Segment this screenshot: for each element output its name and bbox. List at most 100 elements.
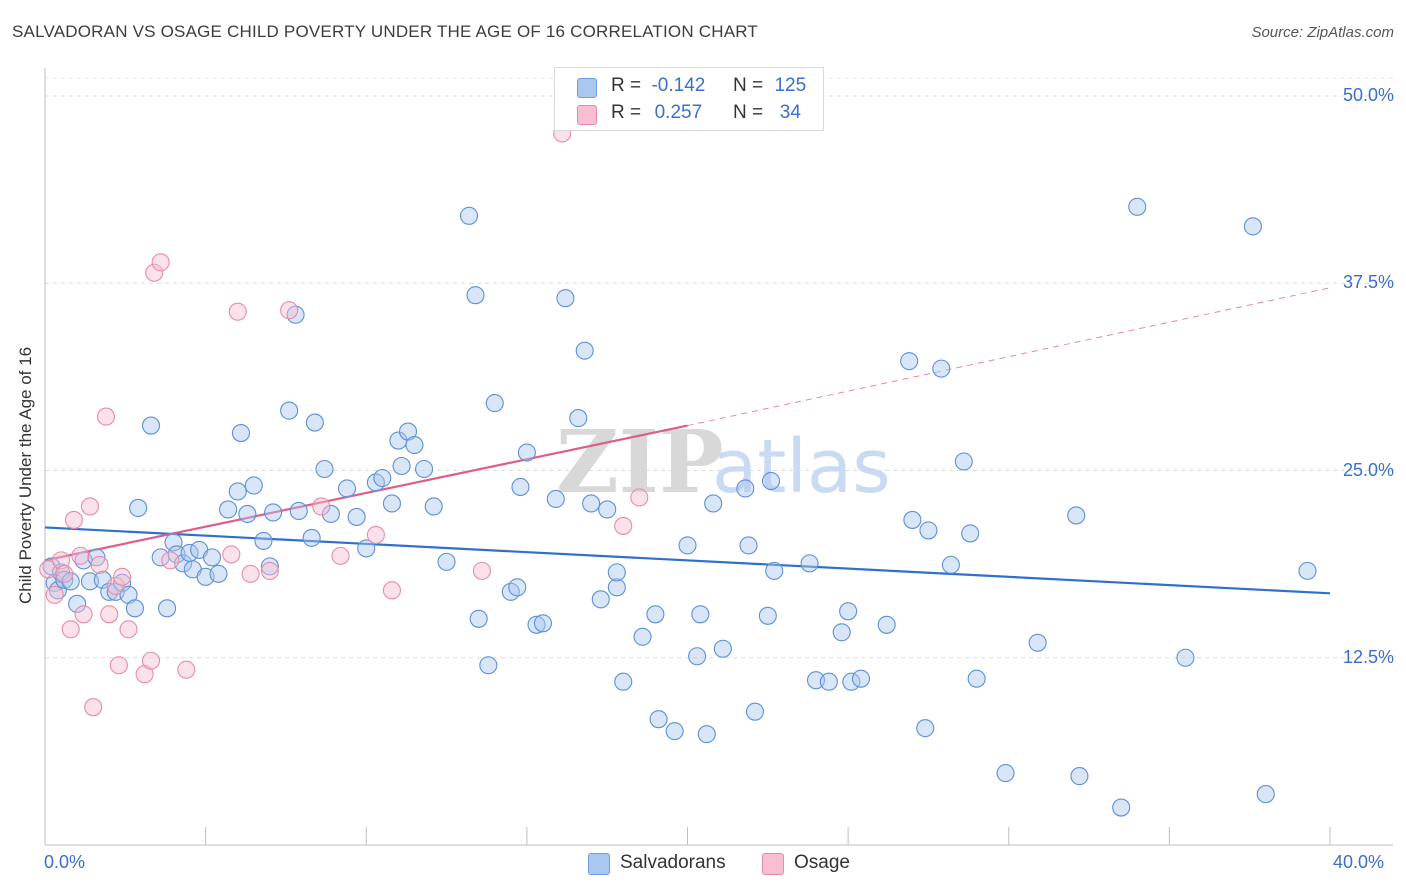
legend-swatch-osage (577, 105, 597, 125)
data-point-salvadorans (678, 536, 697, 555)
data-point-salvadorans (877, 615, 896, 634)
legend-n-label: N = (732, 102, 764, 123)
data-point-osage (145, 263, 164, 282)
data-point-osage (113, 567, 132, 586)
data-point-osage (71, 546, 90, 565)
watermark-atlas: atlas (712, 424, 891, 510)
legend-n-value: 125 (774, 75, 807, 96)
data-point-osage (222, 545, 241, 564)
data-point-salvadorans (244, 476, 263, 495)
data-point-salvadorans (55, 570, 74, 589)
data-point-salvadorans (357, 539, 376, 558)
data-point-salvadorans (967, 669, 986, 688)
data-point-salvadorans (337, 479, 357, 498)
data-point-salvadorans (415, 459, 434, 479)
data-point-osage (106, 576, 125, 595)
data-point-salvadorans (1067, 506, 1086, 525)
y-tick-label: 25.0% (1342, 459, 1394, 480)
data-point-osage (119, 620, 138, 639)
data-point-salvadorans (688, 647, 707, 666)
data-point-osage (382, 581, 402, 600)
data-point-salvadorans (1070, 767, 1089, 786)
y-tick-label: 50.0% (1342, 85, 1394, 105)
legend-text-osage: R = 0.257 N = 34 (611, 102, 812, 124)
data-point-osage (161, 551, 180, 570)
data-point-salvadorans (704, 494, 723, 513)
data-point-salvadorans (546, 489, 565, 509)
data-point-salvadorans (591, 590, 610, 609)
data-point-osage (52, 551, 71, 570)
data-point-salvadorans (1128, 197, 1147, 216)
data-point-salvadorans (819, 672, 838, 691)
data-point-salvadorans (231, 423, 251, 443)
data-point-salvadorans (607, 578, 626, 597)
data-point-salvadorans (315, 459, 334, 479)
data-point-salvadorans (1112, 798, 1131, 817)
data-point-salvadorans (302, 528, 321, 547)
data-point-salvadorans (485, 394, 504, 413)
data-point-salvadorans (219, 500, 238, 519)
data-point-osage (96, 407, 116, 426)
x-tick-label-min: 0.0% (44, 852, 86, 872)
data-point-salvadorans (61, 572, 80, 591)
data-point-osage (90, 555, 109, 574)
data-point-salvadorans (765, 561, 784, 580)
correlation-legend: R = -0.142 N = 125 R = 0.257 N = 34 (554, 67, 824, 131)
data-point-salvadorans (405, 435, 424, 455)
data-point-salvadorans (289, 501, 308, 520)
data-point-osage (614, 516, 633, 535)
data-point-salvadorans (665, 722, 684, 741)
data-point-salvadorans (517, 443, 536, 462)
data-point-osage (630, 488, 649, 507)
data-point-salvadorans (996, 764, 1015, 783)
data-point-salvadorans (800, 554, 819, 573)
y-tick-label: 37.5% (1342, 272, 1394, 293)
legend-swatch-salvadorans (577, 78, 597, 98)
data-point-salvadorans (569, 409, 588, 428)
data-point-salvadorans (745, 702, 765, 721)
data-point-salvadorans (164, 533, 183, 552)
data-point-osage (366, 525, 385, 544)
trend-line-osage-extension (687, 287, 1331, 427)
data-point-salvadorans (1256, 785, 1275, 804)
data-point-salvadorans (203, 548, 222, 567)
data-point-salvadorans (1176, 648, 1195, 667)
data-point-osage (260, 561, 279, 580)
data-point-salvadorans (633, 627, 652, 646)
data-point-salvadorans (1298, 561, 1317, 580)
data-point-salvadorans (839, 602, 858, 621)
data-point-salvadorans (713, 639, 732, 658)
data-point-salvadorans (141, 416, 161, 435)
data-point-salvadorans (697, 725, 716, 744)
data-point-salvadorans (932, 359, 951, 378)
data-point-salvadorans (1028, 633, 1047, 652)
data-point-salvadorans (373, 468, 392, 488)
data-point-salvadorans (919, 521, 938, 540)
legend-r-value: -0.142 (651, 75, 706, 96)
data-point-osage (331, 546, 350, 565)
data-point-salvadorans (916, 719, 935, 738)
data-point-salvadorans (961, 524, 980, 543)
data-point-salvadorans (238, 504, 257, 523)
data-point-salvadorans (607, 563, 626, 582)
data-point-salvadorans (392, 456, 411, 476)
legend-swatch-salvadorans (588, 853, 610, 875)
data-point-osage (312, 497, 331, 516)
data-point-osage (141, 651, 161, 670)
data-point-salvadorans (459, 206, 479, 225)
data-point-salvadorans (382, 494, 402, 513)
data-point-osage (55, 564, 74, 583)
data-point-salvadorans (469, 609, 488, 628)
data-point-osage (472, 561, 491, 580)
data-point-salvadorans (254, 531, 273, 550)
data-point-salvadorans (533, 614, 552, 633)
data-point-salvadorans (903, 510, 922, 529)
data-point-salvadorans (646, 605, 665, 624)
chart-title: SALVADORAN VS OSAGE CHILD POVERTY UNDER … (12, 22, 759, 41)
data-point-salvadorans (614, 672, 633, 691)
data-point-salvadorans (832, 623, 851, 642)
data-point-salvadorans (761, 471, 781, 491)
trend-line-salvadorans (44, 526, 1331, 595)
data-point-salvadorans (758, 606, 777, 625)
data-point-salvadorans (954, 452, 973, 471)
